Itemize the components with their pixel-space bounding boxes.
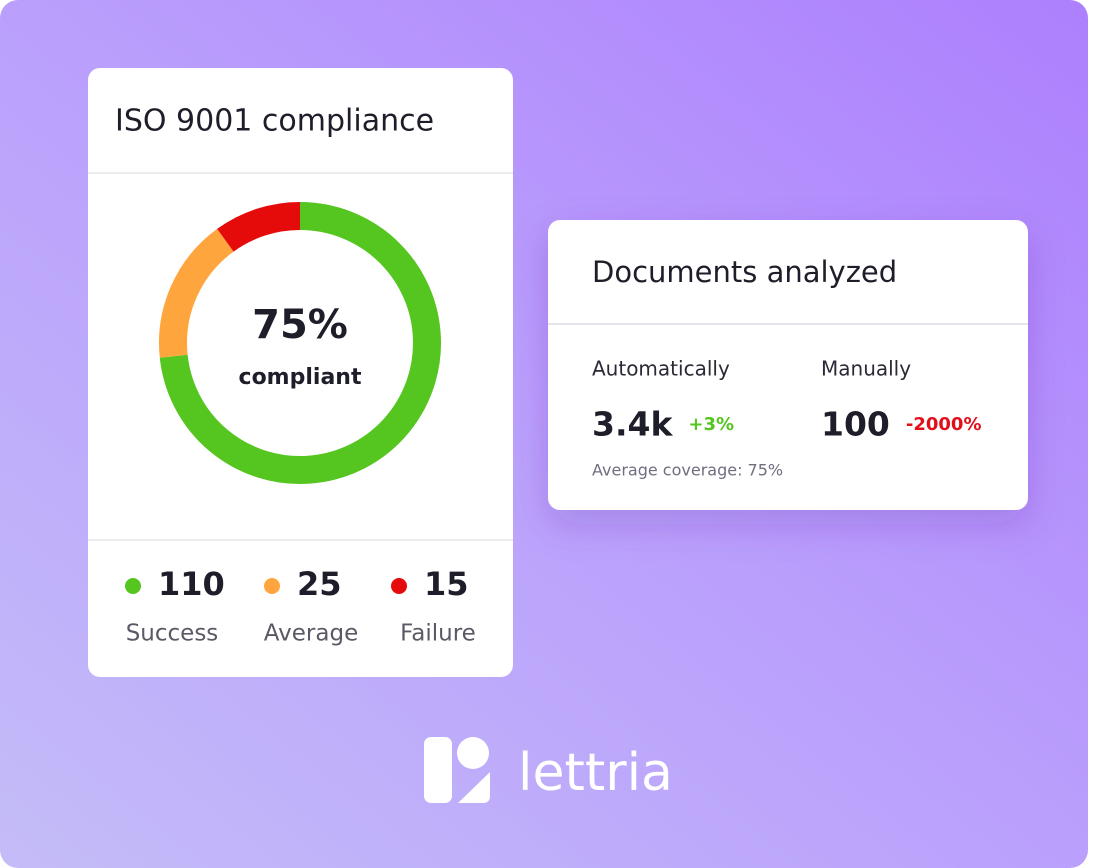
stat-change: -2000%	[906, 414, 982, 435]
legend-dot	[391, 578, 407, 594]
logo-icon	[424, 737, 452, 803]
legend-label: Failure	[400, 621, 476, 647]
logo: lettria	[424, 737, 673, 803]
donut-slice	[159, 202, 441, 484]
logo-icon	[457, 737, 489, 769]
donut-slice	[159, 228, 234, 358]
legend-label: Average	[264, 621, 358, 647]
legend-dot	[125, 578, 141, 594]
stat-value: 3.4k	[592, 405, 673, 444]
compliance-card	[88, 68, 513, 677]
card-title: Documents analyzed	[592, 255, 897, 289]
legend-value: 110	[158, 565, 225, 603]
legend-label: Success	[126, 621, 219, 647]
stat-value: 100	[821, 405, 890, 444]
legend-dot	[264, 578, 280, 594]
center-label: compliant	[239, 365, 362, 390]
legend: 110 Success 25 Average 15 Failure	[125, 565, 476, 647]
stats: Automatically 3.4k +3% Manually 100 -2000%	[592, 357, 982, 444]
note: Average coverage: 75%	[592, 461, 783, 480]
legend-value: 25	[297, 565, 342, 603]
logo-icon	[458, 772, 490, 803]
legend-value: 15	[424, 565, 469, 603]
card-title: ISO 9001 compliance	[115, 104, 434, 139]
donut	[159, 202, 441, 484]
stat-label: Manually	[821, 357, 911, 381]
stat-label: Automatically	[592, 357, 730, 381]
documents-card	[548, 220, 1028, 510]
logo-text: lettria	[518, 743, 673, 803]
donut-slice	[217, 202, 301, 252]
center-value: 75%	[252, 302, 348, 348]
stat-change: +3%	[688, 414, 734, 435]
